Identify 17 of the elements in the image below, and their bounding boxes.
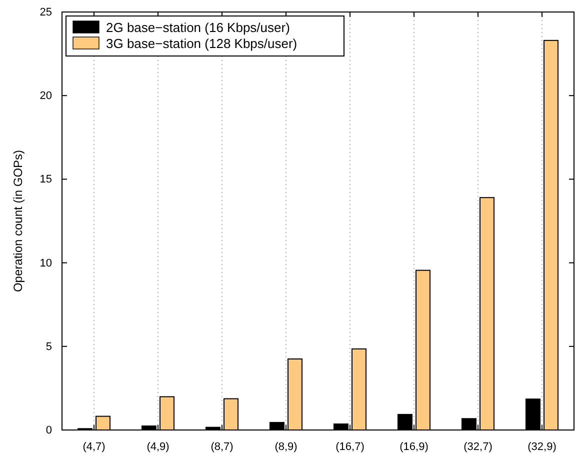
y-tick-label: 10	[40, 257, 52, 270]
y-tick-label: 20	[40, 90, 52, 102]
x-tick-label: (16,9)	[400, 440, 428, 453]
x-tick-label: (8,9)	[274, 440, 298, 453]
legend-label: 2G base−station (16 Kbps/user)	[106, 20, 290, 35]
x-tick-label: (8,7)	[210, 440, 234, 453]
x-tick-label: (4,7)	[82, 440, 106, 453]
x-tick-label: (32,7)	[464, 440, 492, 453]
y-tick-label: 25	[40, 6, 52, 19]
y-tick-label: 0	[46, 424, 52, 437]
y-tick-label: 15	[40, 174, 52, 186]
x-tick-label: (16,7)	[336, 440, 364, 453]
legend-label: 3G base−station (128 Kbps/user)	[106, 36, 298, 51]
x-tick-label: (32,9)	[528, 440, 556, 453]
y-tick-label: 5	[46, 340, 52, 353]
y-axis-title: Operation count (in GOPs)	[11, 150, 25, 292]
x-tick-label: (4,9)	[146, 440, 170, 453]
